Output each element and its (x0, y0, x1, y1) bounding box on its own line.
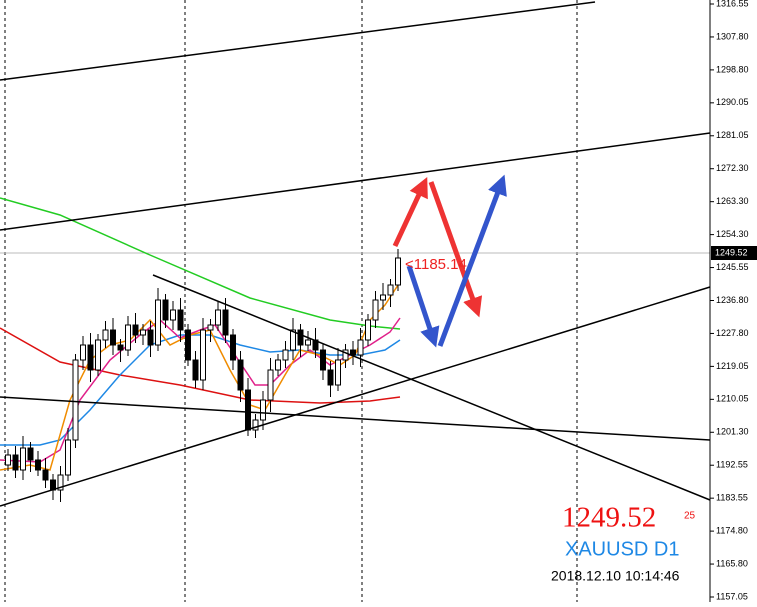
axis-label: 1281.05 (716, 130, 749, 140)
candle-body (387, 284, 394, 296)
candle-body (80, 344, 86, 361)
trend-line (0, 1, 596, 81)
arrow-up-blue (437, 174, 507, 347)
candle-body (260, 399, 266, 421)
candle-body (275, 359, 281, 371)
axis-label: 1157.05 (716, 591, 748, 601)
candle-body (395, 257, 401, 286)
candle-body (110, 329, 116, 346)
candle-body (42, 469, 49, 481)
axis-label: 1307.80 (716, 31, 749, 41)
axis-label: 1201.30 (716, 427, 749, 437)
candle-body (12, 454, 19, 471)
candle-body (282, 349, 289, 361)
candle-body (342, 349, 349, 361)
candle-body (65, 439, 71, 476)
candle-body (20, 447, 26, 471)
ma-red (0, 327, 401, 404)
price-display: 1249.52 (562, 502, 656, 534)
axis-label: 1290.05 (716, 97, 749, 107)
candle-body (237, 359, 244, 391)
candle-body (305, 339, 311, 346)
current-price: 1249.52 (715, 247, 748, 257)
arrow-up-red (392, 176, 428, 248)
trend-line (0, 132, 711, 231)
candle-body (230, 334, 236, 361)
candle-body (57, 474, 64, 491)
current-price-box (711, 246, 757, 260)
axis-label: 1236.80 (716, 295, 749, 305)
candle-body (365, 319, 371, 341)
candle-body (357, 339, 364, 356)
candle-body (185, 329, 191, 361)
trend-line (0, 286, 711, 507)
timestamp: 2018.12.10 10:14:46 (551, 568, 680, 584)
candle-body (117, 344, 124, 351)
trend-line (152, 274, 711, 501)
candle-body (102, 329, 109, 341)
candle-body (372, 299, 379, 321)
candle-body (200, 329, 206, 381)
axis-label: 1263.30 (716, 196, 749, 206)
candle-body (155, 299, 161, 346)
axis-label: 1165.80 (716, 558, 748, 568)
axis-label: 1174.80 (716, 525, 748, 535)
arrow-down-red (428, 181, 483, 318)
symbol: XAUUSD D1 (565, 538, 679, 560)
candle-body (327, 369, 334, 386)
arrow-down-blue (406, 265, 440, 348)
candle-body (170, 309, 176, 321)
candle-body (290, 329, 296, 351)
candle-body (252, 419, 259, 431)
axis-label: 1316.55 (716, 0, 749, 8)
axis-label: 1227.80 (716, 328, 749, 338)
candle-body (27, 447, 34, 461)
candle-body (140, 329, 146, 336)
candle-body (350, 349, 356, 356)
axis-label: 1192.55 (716, 460, 748, 470)
price-axis: 1316.55 1307.80 1298.80 1290.05 1281.05 1272.… (710, 0, 749, 601)
candle-body (335, 359, 341, 386)
candle-body (147, 329, 154, 346)
axis-label: 1254.30 (716, 229, 749, 239)
candle-body (222, 309, 229, 336)
axis-label: 1272.30 (716, 163, 749, 173)
arrow-label: <1185.14 (405, 256, 467, 273)
candle-body (5, 454, 11, 466)
candle-body (297, 329, 304, 346)
candles (5, 249, 401, 502)
axis-label: 1219.05 (716, 361, 749, 371)
candle-body (162, 299, 169, 321)
vertical-grid (4, 0, 578, 602)
axis-label: 1298.80 (716, 64, 749, 74)
candle-body (72, 359, 79, 441)
candle-body (380, 294, 386, 301)
candle-body (192, 359, 199, 381)
axis-label: 1245.55 (716, 262, 749, 272)
trend-lines (0, 1, 711, 507)
candle-body (267, 369, 274, 401)
candle-body (35, 459, 41, 471)
candle-body (245, 389, 251, 431)
price-fraction: 25 (684, 511, 696, 522)
candle-body (320, 349, 326, 371)
axis-label: 1183.55 (716, 493, 748, 503)
forecast-arrows (392, 174, 507, 348)
candle-body (87, 344, 94, 371)
trend-line (0, 396, 711, 441)
candle-body (132, 324, 139, 336)
candle-body (125, 324, 131, 351)
candle-body (207, 324, 214, 331)
candle-body (95, 339, 101, 371)
axis-label: 1210.05 (716, 394, 749, 404)
candle-body (215, 309, 221, 326)
candle-body (177, 309, 184, 331)
